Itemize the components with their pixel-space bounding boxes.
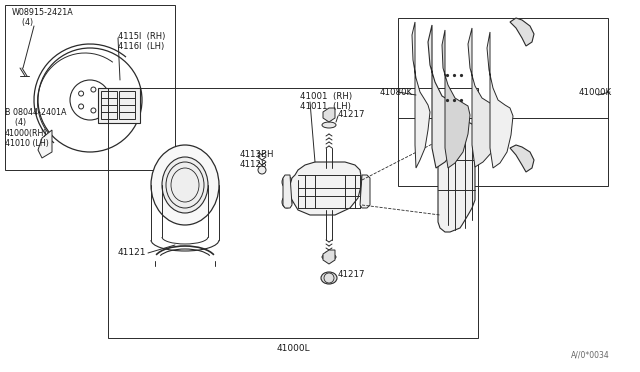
Polygon shape xyxy=(510,18,534,46)
Polygon shape xyxy=(468,28,498,167)
Bar xyxy=(108,88,478,338)
Ellipse shape xyxy=(282,196,292,208)
Text: 4113BH: 4113BH xyxy=(240,150,275,159)
Polygon shape xyxy=(442,30,470,168)
Text: 41217: 41217 xyxy=(338,110,365,119)
Bar xyxy=(101,91,117,119)
Polygon shape xyxy=(360,175,370,208)
Bar xyxy=(398,18,608,186)
Ellipse shape xyxy=(322,122,336,128)
Polygon shape xyxy=(290,162,362,215)
Text: 41121: 41121 xyxy=(118,248,147,257)
Ellipse shape xyxy=(322,254,336,260)
Polygon shape xyxy=(412,22,430,168)
Polygon shape xyxy=(283,175,292,208)
Bar xyxy=(5,5,175,170)
Polygon shape xyxy=(510,145,534,172)
Ellipse shape xyxy=(151,145,219,225)
Polygon shape xyxy=(428,25,462,168)
Bar xyxy=(98,88,140,123)
Text: B 08044-2401A
    (4)
41000(RH)
41010 (LH): B 08044-2401A (4) 41000(RH) 41010 (LH) xyxy=(5,108,67,148)
Text: W08915-2421A
    (4): W08915-2421A (4) xyxy=(12,8,74,28)
Text: 41080K: 41080K xyxy=(380,88,413,97)
Text: 41128: 41128 xyxy=(240,160,268,169)
Text: 4115l  (RH)
4116l  (LH): 4115l (RH) 4116l (LH) xyxy=(118,32,165,51)
Text: 41000K: 41000K xyxy=(579,88,612,97)
Polygon shape xyxy=(323,250,335,264)
Text: 41217: 41217 xyxy=(338,270,365,279)
Bar xyxy=(119,91,135,119)
Polygon shape xyxy=(38,130,52,158)
Polygon shape xyxy=(323,108,335,122)
Text: 41000L: 41000L xyxy=(276,344,310,353)
Text: 41001  (RH)
41011  (LH): 41001 (RH) 41011 (LH) xyxy=(300,92,352,111)
Ellipse shape xyxy=(321,272,337,284)
Polygon shape xyxy=(487,32,513,168)
Polygon shape xyxy=(438,122,475,232)
Ellipse shape xyxy=(282,176,292,188)
Ellipse shape xyxy=(162,157,208,213)
Circle shape xyxy=(258,166,266,174)
Text: A//0*0034: A//0*0034 xyxy=(572,351,610,360)
